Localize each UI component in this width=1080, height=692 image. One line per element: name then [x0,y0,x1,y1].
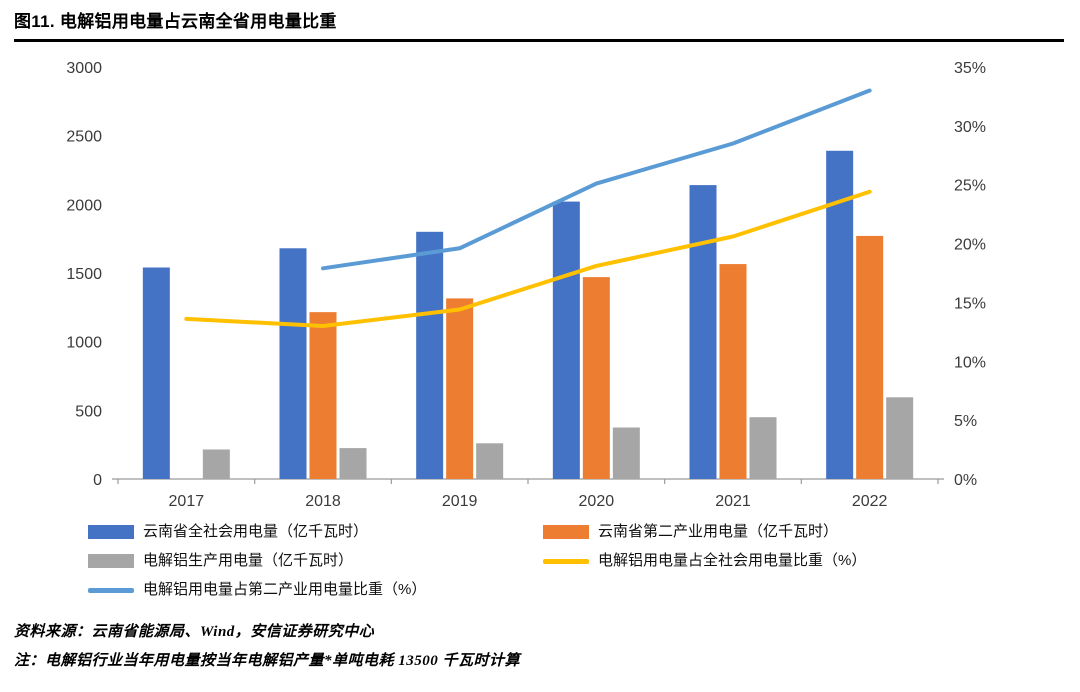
legend-line-swatch [88,587,134,593]
x-axis-category-label: 2020 [579,493,615,510]
legend-item: 云南省全社会用电量（亿千瓦时） [88,522,543,542]
chart-legend: 云南省全社会用电量（亿千瓦时） 云南省第二产业用电量（亿千瓦时） 电解铝生产用电量（… [88,522,988,600]
right-axis-tick-label: 15% [954,295,986,312]
bar [552,201,580,479]
figure-title-block: 图11. 电解铝用电量占云南全省用电量比重 [0,0,1080,42]
right-axis-tick-label: 30% [954,119,986,136]
legend-bar-swatch [88,525,134,539]
legend-label: 云南省第二产业用电量（亿千瓦时） [598,523,839,540]
legend-label: 云南省全社会用电量（亿千瓦时） [143,523,369,540]
legend-label: 电解铝生产用电量（亿千瓦时） [143,552,354,569]
bar [416,231,444,479]
legend-bar-swatch [543,525,589,539]
source-note: 资料来源：云南省能源局、Wind，安信证券研究中心 [14,624,375,640]
left-axis-tick-label: 0 [93,472,102,489]
left-axis-tick-label: 500 [75,403,102,420]
bar [856,235,884,479]
x-axis-category-label: 2019 [442,493,478,510]
right-axis-tick-label: 10% [954,354,986,371]
right-axis-tick-label: 5% [954,413,977,430]
calculation-note: 注：电解铝行业当年用电量按当年电解铝产量*单吨电耗 13500 千瓦时计算 [14,653,521,669]
bar [749,417,777,479]
title-underline-rule [14,39,1064,42]
legend-item: 云南省第二产业用电量（亿千瓦时） [543,522,988,542]
bar [612,427,640,479]
x-axis-category-label: 2018 [305,493,341,510]
left-axis-tick-label: 2000 [66,197,102,214]
x-axis-category-label: 2017 [169,493,205,510]
right-axis-tick-label: 20% [954,237,986,254]
line-series [321,88,872,271]
page-title: 图11. 电解铝用电量占云南全省用电量比重 [14,12,337,31]
bar [202,449,230,479]
legend-label: 电解铝用电量占全社会用电量比重（%） [598,552,867,569]
left-axis-tick-label: 1500 [66,266,102,283]
bar [719,264,747,479]
legend-bar-swatch [88,554,134,568]
right-axis-tick-label: 35% [954,60,986,77]
bar [446,298,474,479]
combo-chart-svg: 0 500 1000 1500 2000 2500 3000 0% 5% 10% 15% 20% 25%… [66,60,986,510]
bar [476,443,504,479]
figure-footer: 资料来源：云南省能源局、Wind，安信证券研究中心 注：电解铝行业当年用电量按当… [14,620,1080,670]
left-axis-tick-label: 3000 [66,60,102,77]
x-axis-category-label: 2021 [715,493,751,510]
bar [689,185,717,479]
legend-line-swatch [543,558,589,564]
bar [339,448,367,479]
line-series [184,189,872,328]
bar [142,267,170,479]
bar [582,277,610,479]
right-axis-tick-label: 25% [954,178,986,195]
bar [309,312,337,479]
bar [886,397,914,479]
bar [279,248,307,479]
chart-area: 0 500 1000 1500 2000 2500 3000 0% 5% 10% 15% 20% 25%… [0,42,1080,512]
x-axis-category-label: 2022 [852,493,888,510]
right-axis-tick-label: 0% [954,472,977,489]
legend-item: 电解铝用电量占第二产业用电量比重（%） [88,580,543,600]
left-axis-tick-label: 2500 [66,129,102,146]
legend-label: 电解铝用电量占第二产业用电量比重（%） [143,581,427,598]
legend-item: 电解铝用电量占全社会用电量比重（%） [543,551,988,571]
left-axis-tick-label: 1000 [66,335,102,352]
legend-item: 电解铝生产用电量（亿千瓦时） [88,551,543,571]
